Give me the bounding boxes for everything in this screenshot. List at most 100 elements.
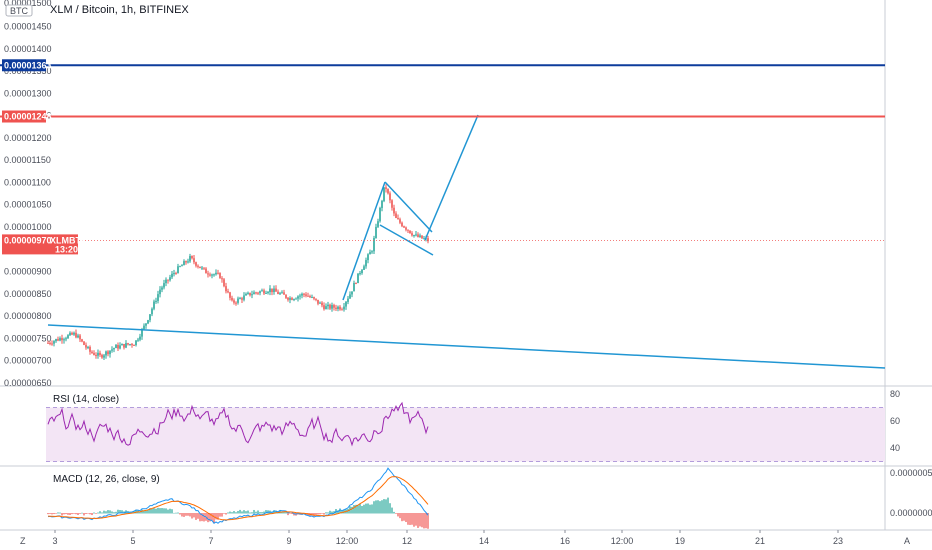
macd-histogram-bar <box>385 499 387 514</box>
candle-body <box>65 338 67 340</box>
macd-histogram-bar <box>109 510 111 514</box>
price-level-tag <box>2 59 46 72</box>
macd-histogram-bar <box>327 512 329 514</box>
macd-histogram-bar <box>255 511 257 514</box>
macd-histogram-bar <box>383 499 385 514</box>
rsi-band <box>46 407 885 462</box>
candle-body <box>207 273 209 275</box>
macd-histogram-bar <box>59 512 61 514</box>
candle-body <box>261 290 263 292</box>
macd-histogram-bar <box>245 511 247 514</box>
macd-histogram-bar <box>365 503 367 514</box>
macd-histogram-bar <box>185 513 187 516</box>
candle-body <box>119 345 121 349</box>
candle-body <box>263 290 265 294</box>
macd-histogram-bar <box>83 513 85 516</box>
candle-body <box>227 291 229 293</box>
macd-histogram-bar <box>71 513 73 515</box>
macd-histogram-bar <box>179 513 181 515</box>
macd-histogram-bar <box>211 513 213 521</box>
support-trendline[interactable] <box>47 324 886 369</box>
candle-body <box>305 294 307 296</box>
macd-histogram-bar <box>325 512 327 514</box>
macd-histogram-bar <box>173 512 175 514</box>
macd-histogram-bar <box>361 505 363 514</box>
candle-body <box>287 297 289 300</box>
candle-body <box>297 296 299 299</box>
candle-body <box>143 325 145 330</box>
candle-body <box>247 292 249 294</box>
candle-body <box>201 267 203 269</box>
candle-body <box>99 352 101 355</box>
macd-histogram-bar <box>147 509 149 514</box>
macd-histogram-bar <box>373 501 375 514</box>
candle-body <box>285 294 287 298</box>
macd-histogram-bar <box>389 503 391 514</box>
macd-histogram-bar <box>113 512 115 514</box>
candle-body <box>401 222 403 227</box>
macd-histogram-bar <box>201 513 203 522</box>
time-tick-label: 14 <box>479 536 489 546</box>
candle-body <box>243 295 245 300</box>
candle-body <box>351 291 353 295</box>
trend-drawings[interactable] <box>47 114 886 369</box>
candle-body <box>69 332 71 336</box>
candle-body <box>155 300 157 302</box>
macd-histogram-bar <box>99 511 101 514</box>
macd-histogram-bar <box>145 510 147 514</box>
macd-histogram-bar <box>339 508 341 514</box>
rsi-tick-label: 80 <box>890 389 900 399</box>
candle-body <box>129 344 131 346</box>
auto-scale-button[interactable]: A <box>904 536 910 546</box>
candle-body <box>353 282 355 292</box>
rsi-line <box>47 401 429 447</box>
macd-histogram-bar <box>159 508 161 514</box>
candle-body <box>409 230 411 234</box>
currency-box[interactable] <box>5 4 33 17</box>
macd-histogram-bar <box>249 512 251 514</box>
price-tick-label: 0.00000650 <box>4 378 52 388</box>
macd-histogram-bar <box>403 513 405 521</box>
zoom-button[interactable]: Z <box>20 536 26 546</box>
macd-histogram-bar <box>353 505 355 514</box>
macd-histogram-bar <box>95 513 97 514</box>
time-tick-label: 9 <box>286 536 291 546</box>
horizontal-levels[interactable]: 0.00001363 0.00001248 0.00000970XLMBTC13:2… <box>0 59 885 255</box>
last-price-tag <box>2 234 78 255</box>
candle-body <box>121 344 123 346</box>
rsi-tick-label: 60 <box>890 416 900 426</box>
candle-body <box>181 265 183 267</box>
macd-histogram-bar <box>409 513 411 525</box>
flagpole-line[interactable] <box>342 181 386 301</box>
signal-line <box>47 476 429 521</box>
candle-body <box>179 266 181 268</box>
macd-histogram-bar <box>331 511 333 514</box>
macd-histogram-bar <box>87 513 89 514</box>
candle-body <box>405 227 407 230</box>
candle-body <box>419 235 421 237</box>
price-tick-label: 0.00000750 <box>4 333 52 343</box>
macd-histogram-bar <box>239 509 241 514</box>
macd-histogram-bar <box>161 508 163 514</box>
flag-upper-line[interactable] <box>384 181 433 233</box>
projection-line[interactable] <box>424 114 479 241</box>
candle-body <box>141 329 143 337</box>
candle-body <box>103 355 105 358</box>
time-axis[interactable]: 3 5 7 9 12:00 12 14 16 12:00 19 21 23 <box>52 530 843 546</box>
macd-histogram-bar <box>351 506 353 514</box>
macd-histogram-bar <box>73 513 75 514</box>
candle-body <box>205 268 207 274</box>
candle-body <box>229 292 231 298</box>
candle-body <box>75 332 77 338</box>
macd-histogram-bar <box>341 510 343 514</box>
candle-body <box>59 338 61 341</box>
candle-body <box>403 226 405 228</box>
candle-body <box>355 282 357 284</box>
candle-body <box>223 279 225 287</box>
time-tick-label: 21 <box>755 536 765 546</box>
candle-body <box>325 306 327 310</box>
macd-histogram-bar <box>243 510 245 514</box>
macd-histogram-bar <box>111 511 113 514</box>
candle-body <box>169 277 171 281</box>
